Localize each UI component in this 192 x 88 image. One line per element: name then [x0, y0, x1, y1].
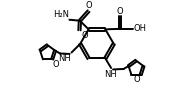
- Text: O: O: [117, 7, 123, 16]
- Text: O: O: [53, 60, 59, 69]
- Text: H₂N: H₂N: [53, 10, 69, 19]
- Text: O: O: [82, 31, 89, 40]
- Text: NH: NH: [58, 54, 71, 63]
- Text: NH: NH: [104, 70, 117, 79]
- Text: O: O: [85, 1, 92, 10]
- Text: OH: OH: [133, 24, 146, 33]
- Text: O: O: [134, 75, 140, 84]
